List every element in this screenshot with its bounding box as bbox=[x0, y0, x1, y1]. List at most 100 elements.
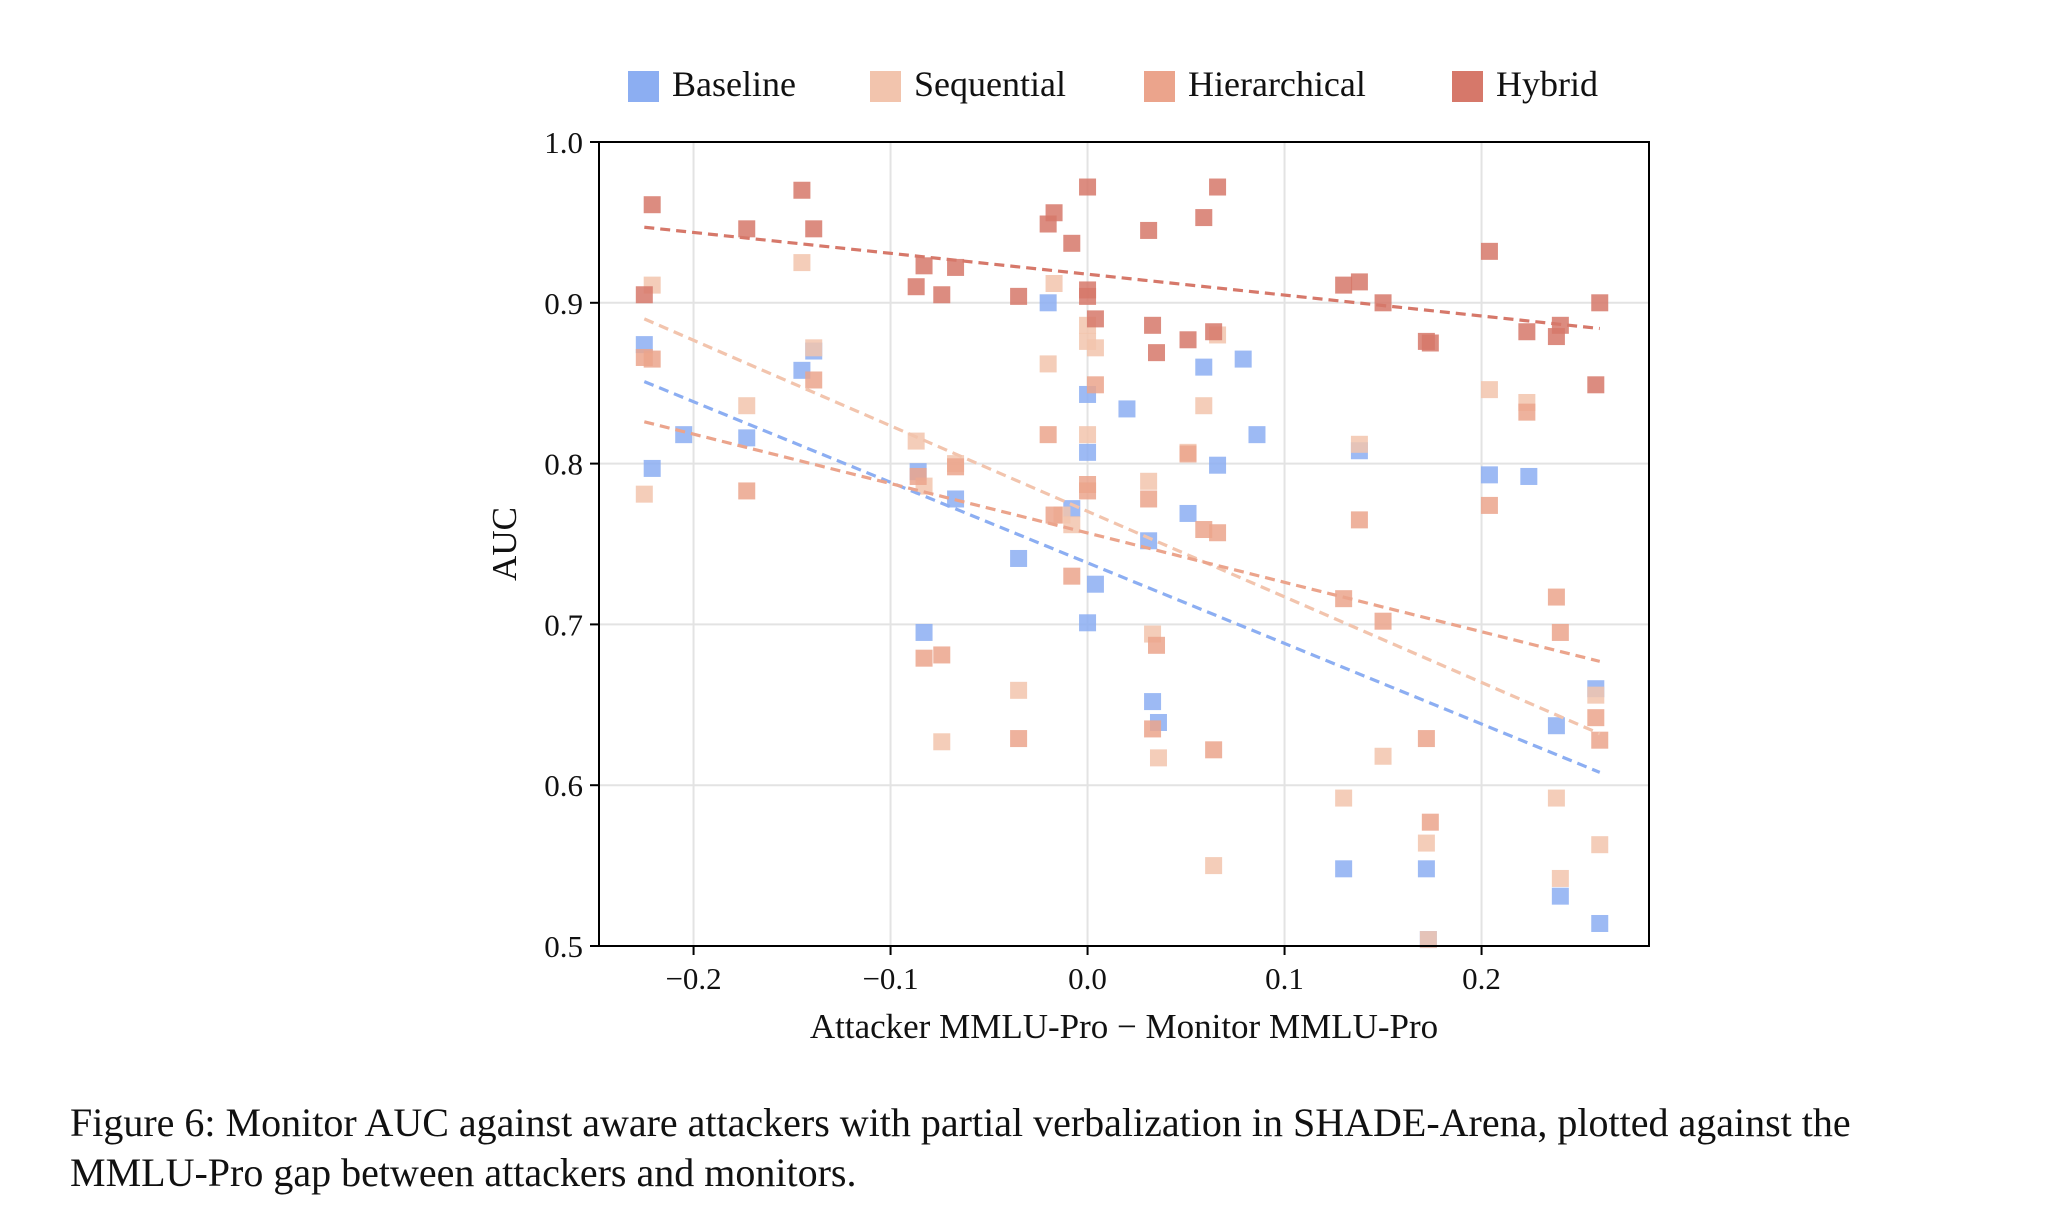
data-points bbox=[635, 178, 1609, 949]
baseline-point bbox=[1079, 614, 1097, 632]
baseline-point bbox=[1551, 887, 1569, 905]
sequential-point bbox=[1045, 275, 1063, 293]
sequential-point bbox=[1086, 339, 1104, 357]
legend-swatch-hierarchical bbox=[1144, 71, 1175, 102]
baseline-point bbox=[1591, 914, 1609, 932]
sequential-point bbox=[1551, 869, 1569, 887]
baseline-point bbox=[1118, 400, 1136, 418]
sequential-trend-line bbox=[643, 317, 1601, 736]
hybrid-point bbox=[1140, 221, 1158, 239]
baseline-point bbox=[1335, 860, 1353, 878]
hybrid-point bbox=[947, 258, 965, 276]
hierarchical-point bbox=[1417, 730, 1435, 748]
hybrid-point bbox=[1518, 323, 1536, 341]
hierarchical-point bbox=[1195, 521, 1213, 539]
baseline-point bbox=[635, 336, 653, 354]
plot-frame bbox=[598, 141, 1650, 947]
hierarchical-point bbox=[1374, 612, 1392, 630]
hybrid-point bbox=[1421, 334, 1439, 352]
hybrid-point bbox=[1335, 276, 1353, 294]
baseline-point bbox=[1179, 504, 1197, 522]
sequential-point bbox=[1547, 789, 1565, 807]
baseline-point bbox=[1010, 549, 1028, 567]
hierarchical-point bbox=[805, 371, 823, 389]
baseline-point bbox=[1144, 693, 1162, 711]
hybrid-point bbox=[1209, 178, 1227, 196]
sequential-point bbox=[1417, 834, 1435, 852]
x-tick-label: −0.2 bbox=[665, 961, 721, 996]
sequential-point bbox=[805, 339, 823, 357]
hierarchical-point bbox=[1480, 496, 1498, 514]
legend-swatch-hybrid bbox=[1452, 71, 1483, 102]
hybrid-point bbox=[1195, 209, 1213, 227]
hybrid-point bbox=[1063, 234, 1081, 252]
y-tick-label: 0.7 bbox=[544, 607, 583, 642]
hierarchical-point bbox=[947, 458, 965, 476]
baseline-point bbox=[1086, 575, 1104, 593]
x-tick-label: 0.1 bbox=[1265, 961, 1304, 996]
hierarchical-point bbox=[1039, 426, 1057, 444]
sequential-point bbox=[635, 485, 653, 503]
hierarchical-point bbox=[933, 646, 951, 664]
figure-caption: Figure 6: Monitor AUC against aware atta… bbox=[70, 1098, 2060, 1198]
hybrid-point bbox=[1144, 316, 1162, 334]
hierarchical-point bbox=[1350, 511, 1368, 529]
axis-ticks: −0.2 −0.1 0.0 0.1 0.2 0.5 0.6 0.7 0.8 0.9 1.0 bbox=[544, 125, 1501, 996]
hierarchical-point bbox=[738, 482, 756, 500]
baseline-point bbox=[1209, 456, 1227, 474]
hybrid-point bbox=[1205, 323, 1223, 341]
hybrid-point bbox=[907, 278, 925, 296]
baseline-point bbox=[1520, 467, 1538, 485]
x-tick-label: 0.2 bbox=[1462, 961, 1501, 996]
grid-lines bbox=[599, 142, 1649, 946]
hybrid-point bbox=[933, 286, 951, 304]
hierarchical-point bbox=[1010, 730, 1028, 748]
y-tick-label: 0.5 bbox=[544, 929, 583, 964]
sequential-point bbox=[1350, 435, 1368, 453]
y-tick-label: 0.6 bbox=[544, 768, 583, 803]
legend-label-baseline: Baseline bbox=[672, 64, 796, 104]
hybrid-point bbox=[1374, 294, 1392, 312]
baseline-point bbox=[1547, 717, 1565, 735]
sequential-point bbox=[1587, 686, 1605, 704]
legend-swatch-baseline bbox=[628, 71, 659, 102]
baseline-point bbox=[1195, 358, 1213, 376]
hierarchical-point bbox=[1079, 482, 1097, 500]
hierarchical-point bbox=[1179, 445, 1197, 463]
sequential-point bbox=[1079, 426, 1097, 444]
legend-label-sequential: Sequential bbox=[914, 64, 1066, 104]
hybrid-point bbox=[1350, 273, 1368, 291]
hybrid-point bbox=[1480, 242, 1498, 260]
hybrid-point bbox=[1591, 294, 1609, 312]
sequential-point bbox=[1140, 472, 1158, 490]
hierarchical-point bbox=[1086, 376, 1104, 394]
hierarchical-point bbox=[1140, 490, 1158, 508]
sequential-point bbox=[1335, 789, 1353, 807]
x-tick-label: −0.1 bbox=[862, 961, 918, 996]
baseline-point bbox=[1234, 350, 1252, 368]
trend-lines bbox=[643, 225, 1601, 774]
legend-label-hybrid: Hybrid bbox=[1496, 64, 1598, 104]
legend-swatch-sequential bbox=[870, 71, 901, 102]
hierarchical-point bbox=[1551, 623, 1569, 641]
baseline-point bbox=[1039, 294, 1057, 312]
sequential-point bbox=[1149, 749, 1167, 767]
x-tick-label: 0.0 bbox=[1068, 961, 1107, 996]
hybrid-point bbox=[1086, 310, 1104, 328]
legend-label-hierarchical: Hierarchical bbox=[1188, 64, 1366, 104]
caption-line-2: MMLU-Pro gap between attackers and monit… bbox=[70, 1150, 857, 1195]
hierarchical-point bbox=[915, 649, 933, 667]
hierarchical-point bbox=[1421, 813, 1439, 831]
hierarchical-point bbox=[1148, 636, 1166, 654]
hybrid-point bbox=[1079, 287, 1097, 305]
hierarchical-point bbox=[1591, 731, 1609, 749]
sequential-point bbox=[1419, 931, 1437, 949]
hierarchical-point bbox=[1045, 506, 1063, 524]
hybrid-point bbox=[1587, 376, 1605, 394]
hierarchical-point bbox=[643, 350, 661, 368]
baseline-point bbox=[1480, 466, 1498, 484]
hybrid-point bbox=[635, 286, 653, 304]
baseline-point bbox=[915, 623, 933, 641]
hierarchical-trend-line bbox=[643, 420, 1601, 663]
